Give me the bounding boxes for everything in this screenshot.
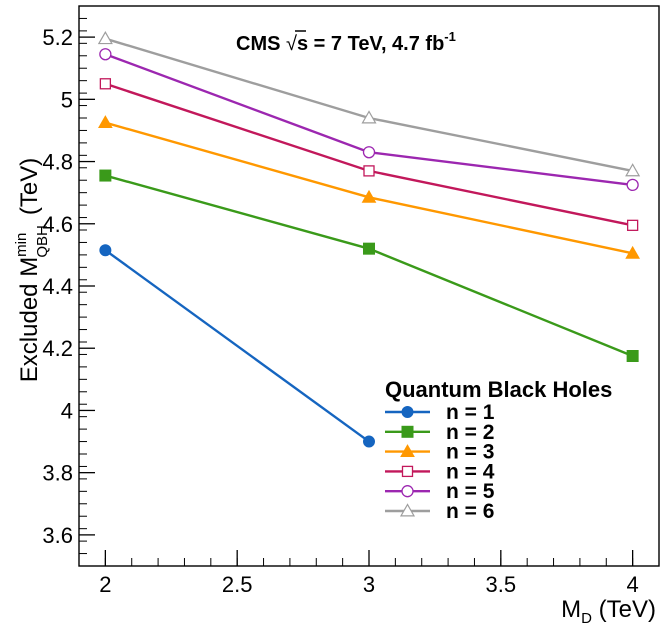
y-tick-label: 4.4: [42, 274, 73, 299]
x-tick-label: 4: [627, 572, 639, 597]
y-tick-label: 5.2: [42, 25, 73, 50]
x-axis-title-sub: D: [581, 610, 592, 625]
legend-entry: n = 5: [385, 480, 495, 503]
legend-entry: n = 1: [385, 401, 495, 424]
series-layer: [97, 30, 641, 448]
title-sqrt: √: [286, 33, 297, 55]
data-point: [626, 219, 639, 231]
data-point: [99, 169, 112, 182]
series-2: [99, 169, 639, 362]
legend-label: n = 3: [446, 441, 494, 464]
y-axis-title-sup: min: [13, 233, 30, 257]
series-1: [99, 244, 375, 448]
data-point: [626, 350, 639, 362]
x-tick-label: 3.5: [486, 572, 517, 597]
y-axis-title-prefix: Excluded M: [16, 257, 43, 382]
data-point: [363, 165, 375, 177]
series-line: [104, 249, 370, 443]
y-axis-title-unit: (TeV): [16, 158, 43, 215]
series-4: [99, 78, 639, 231]
chart-title: CMS √s = 7 TeV, 4.7 fb-1: [236, 29, 456, 55]
legend: Quantum Black Holes n = 1n = 2n = 3n = 4…: [385, 377, 612, 523]
legend-label: n = 4: [446, 460, 495, 483]
plot-frame: [78, 5, 660, 567]
series-5: [99, 48, 639, 192]
data-point: [99, 78, 112, 90]
legend-label: n = 5: [446, 480, 495, 503]
legend-marker: [400, 444, 415, 457]
axis-ticks: 2 2.5 3 3.5 4 3.6 3.8 4 4.2 4.4 4.6 4.8 5 5.2: [42, 5, 660, 597]
legend-marker: [401, 406, 414, 418]
data-point: [626, 178, 639, 192]
legend-entry: n = 2: [385, 421, 494, 444]
data-point: [625, 163, 641, 177]
legend-label: n = 1: [446, 401, 495, 424]
x-axis-title-main: M: [561, 596, 581, 623]
y-axis-title: Excluded Mmin QBH (TeV): [13, 158, 51, 382]
title-prefix: CMS: [236, 33, 286, 55]
title-main: s = 7 TeV, 4.7 fb: [297, 33, 444, 55]
legend-title: Quantum Black Holes: [385, 377, 612, 402]
y-tick-label: 4.2: [42, 336, 73, 361]
y-tick-label: 5: [61, 87, 73, 112]
series-line: [105, 121, 633, 255]
legend-marker: [399, 503, 416, 517]
legend-marker: [401, 425, 414, 438]
y-axis-title-sub: QBH: [34, 225, 51, 258]
data-point: [361, 110, 377, 124]
legend-entry: n = 6: [385, 500, 494, 523]
legend-label: n = 6: [446, 500, 494, 523]
x-tick-label: 2: [99, 572, 111, 597]
y-tick-label: 4.8: [42, 150, 73, 175]
legend-entry: n = 3: [385, 441, 494, 464]
series-3: [98, 115, 640, 259]
data-point: [99, 244, 112, 257]
data-point: [625, 245, 640, 259]
legend-entry: n = 4: [385, 460, 495, 483]
y-tick-label: 4: [61, 398, 73, 423]
x-axis-title-unit: (TeV): [592, 596, 656, 623]
y-tick-label: 4.6: [42, 212, 73, 237]
data-point: [99, 48, 112, 61]
legend-label: n = 2: [446, 421, 494, 444]
data-point: [363, 242, 375, 255]
series-6: [97, 30, 641, 177]
data-point: [362, 146, 376, 159]
legend-marker: [401, 485, 414, 498]
title-superscript: -1: [444, 29, 456, 44]
y-tick-label: 3.8: [42, 461, 73, 486]
x-axis-title: MD (TeV): [561, 596, 656, 625]
data-point: [363, 435, 375, 448]
x-tick-label: 3: [363, 572, 375, 597]
x-tick-label: 2.5: [222, 572, 253, 597]
legend-marker: [401, 465, 414, 478]
data-point: [97, 30, 113, 45]
y-tick-label: 3.6: [42, 523, 73, 548]
data-point: [361, 189, 377, 203]
data-point: [98, 115, 113, 129]
